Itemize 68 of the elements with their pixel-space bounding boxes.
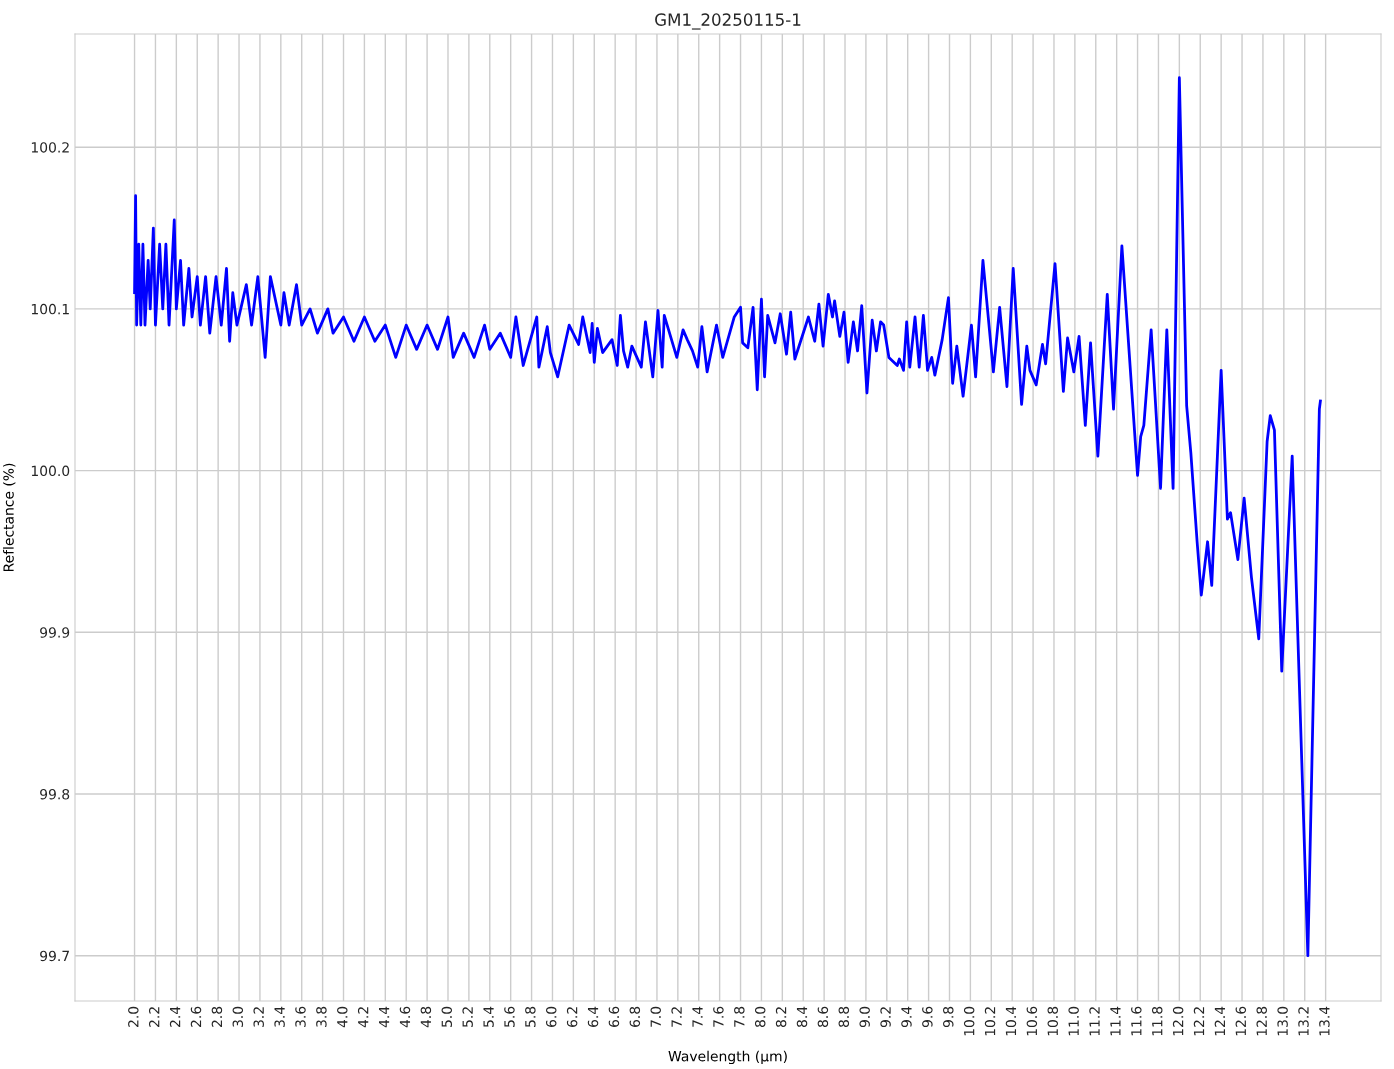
x-tick-label: 10.4 — [1005, 1006, 1017, 1036]
x-tick-label: 5.2 — [462, 1007, 473, 1027]
x-tick-label: 11.2 — [1089, 1007, 1100, 1036]
y-tick-label: 99.7 — [40, 950, 69, 962]
y-tick-label: 99.9 — [40, 627, 70, 638]
x-tick-label: 2.0 — [128, 1006, 139, 1027]
x-tick-label: 8.0 — [754, 1006, 766, 1028]
x-axis-title: Wavelength (μm) — [668, 1050, 787, 1065]
y-tick-label: 99.8 — [40, 788, 70, 800]
x-tick-label: 6.4 — [587, 1006, 599, 1027]
x-tick-label: 2.2 — [148, 1007, 160, 1027]
x-tick-label: 3.8 — [316, 1006, 327, 1027]
y-tick-label: 100.2 — [31, 142, 69, 153]
x-tick-label: 2.8 — [211, 1006, 223, 1027]
x-tick-label: 7.2 — [671, 1007, 682, 1027]
x-tick-label: 7.4 — [692, 1006, 703, 1027]
x-tick-label: 4.2 — [357, 1007, 369, 1028]
y-axis-title: Reflectance (%) — [3, 463, 16, 572]
x-tick-label: 12.8 — [1256, 1006, 1267, 1036]
x-tick-label: 8.4 — [796, 1006, 808, 1028]
x-tick-label: 12.4 — [1214, 1006, 1225, 1036]
x-tick-label: 12.2 — [1193, 1007, 1205, 1036]
x-tick-label: 9.2 — [880, 1007, 891, 1028]
x-tick-label: 10.2 — [984, 1007, 996, 1036]
x-tick-label: 11.4 — [1110, 1006, 1121, 1036]
x-tick-label: 9.8 — [943, 1006, 954, 1028]
x-tick-label: 3.4 — [274, 1006, 285, 1027]
chart-title: GM1_20250115-1 — [655, 13, 801, 30]
x-tick-label: 6.0 — [546, 1006, 557, 1027]
x-tick-label: 4.4 — [379, 1006, 390, 1028]
x-tick-label: 5.4 — [483, 1006, 494, 1027]
x-tick-label: 13.4 — [1319, 1006, 1330, 1036]
x-tick-label: 4.8 — [420, 1006, 432, 1028]
x-tick-label: 13.0 — [1277, 1006, 1288, 1036]
x-tick-label: 9.6 — [922, 1006, 933, 1028]
x-tick-label: 2.6 — [190, 1006, 202, 1027]
x-tick-label: 3.6 — [295, 1006, 306, 1027]
x-tick-label: 9.4 — [901, 1006, 912, 1028]
x-tick-label: 10.8 — [1047, 1006, 1059, 1036]
x-tick-label: 6.2 — [566, 1007, 578, 1027]
x-tick-label: 7.8 — [734, 1006, 745, 1027]
x-tick-label: 5.6 — [504, 1006, 515, 1027]
x-tick-label: 8.6 — [817, 1006, 829, 1028]
x-tick-label: 5.8 — [525, 1006, 536, 1027]
x-tick-label: 11.0 — [1068, 1006, 1079, 1036]
x-tick-label: 13.2 — [1298, 1007, 1309, 1036]
x-tick-label: 12.0 — [1172, 1006, 1184, 1036]
x-tick-label: 5.0 — [441, 1006, 453, 1027]
x-tick-label: 4.6 — [399, 1006, 411, 1028]
x-tick-label: 7.0 — [650, 1006, 661, 1027]
y-tick-label: 100.0 — [31, 465, 70, 477]
line-series — [133, 76, 1322, 958]
x-tick-label: 3.2 — [253, 1007, 264, 1027]
x-tick-label: 6.6 — [608, 1006, 620, 1027]
x-tick-label: 2.4 — [169, 1006, 181, 1027]
x-tick-label: 10.0 — [963, 1006, 975, 1036]
x-tick-label: 6.8 — [629, 1006, 641, 1027]
x-tick-label: 8.2 — [775, 1007, 787, 1028]
x-tick-label: 4.0 — [337, 1006, 348, 1028]
x-tick-label: 9.0 — [859, 1006, 870, 1028]
x-tick-label: 10.6 — [1026, 1006, 1038, 1036]
x-tick-label: 8.8 — [838, 1006, 850, 1028]
x-tick-label: 12.6 — [1235, 1006, 1247, 1036]
x-tick-label: 11.8 — [1151, 1006, 1163, 1036]
x-tick-label: 11.6 — [1131, 1006, 1142, 1036]
y-tick-label: 100.1 — [31, 303, 69, 315]
x-tick-label: 7.6 — [713, 1006, 724, 1027]
x-tick-label: 3.0 — [232, 1006, 244, 1027]
